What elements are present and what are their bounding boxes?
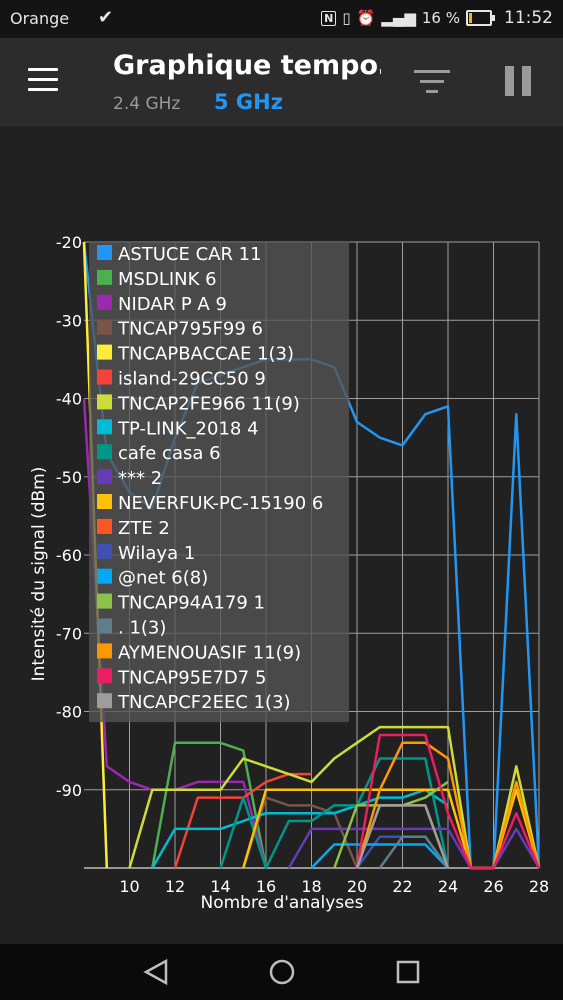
legend-swatch [97, 419, 112, 435]
home-icon[interactable] [268, 958, 296, 986]
menu-icon[interactable] [28, 68, 60, 92]
pause-icon[interactable] [505, 66, 533, 98]
series-line-7 [151, 788, 449, 869]
series-line-17 [355, 733, 541, 870]
legend-swatch [97, 668, 112, 684]
legend-swatch [97, 593, 112, 609]
legend-entry: ASTUCE CAR 11 [118, 244, 262, 265]
legend-swatch [97, 543, 112, 559]
legend-swatch [97, 269, 112, 285]
series-line-1 [151, 741, 268, 869]
x-axis-ticks: 10 12 14 16 18 20 22 24 26 28 [119, 877, 549, 896]
signal-icon: ▂▄▆ [381, 9, 416, 27]
x-axis-label: Nombre d'analyses [201, 893, 364, 913]
series-line-3 [242, 796, 359, 869]
page-title: Graphique tempo… [113, 50, 381, 81]
back-icon[interactable] [142, 958, 170, 986]
legend-entry: NIDAR P A 9 [118, 294, 227, 315]
legend-entry: TNCAPCF2EEC 1(3) [117, 692, 291, 713]
legend-entry: TP-LINK_2018 4 [117, 418, 259, 439]
legend-entry: TNCAP94A179 1 [117, 593, 265, 614]
legend-entry: TNCAPBACCAE 1(3) [117, 344, 294, 365]
signal-time-chart: -20 -30 -40 -50 -60 -70 -80 -90 10 12 14 16 18 20 22 2… [0, 126, 563, 944]
legend-swatch [97, 518, 112, 534]
x-tick-label: 18 [301, 877, 321, 896]
legend-entry: @net 6(8) [118, 568, 208, 589]
chart-svg: -20 -30 -40 -50 -60 -70 -80 -90 10 12 14 16 18 20 22 2… [29, 233, 549, 913]
x-tick-label: 20 [347, 877, 367, 896]
app-bar: Graphique tempo… 2.4 GHz 5 GHz [0, 38, 563, 126]
legend-swatch [97, 245, 112, 260]
y-tick-label: -30 [56, 311, 82, 330]
legend-swatch [97, 344, 112, 360]
legend-swatch [97, 469, 112, 485]
x-tick-label: 28 [529, 877, 549, 896]
legend-swatch [97, 643, 112, 659]
series-line-16 [355, 741, 541, 870]
legend-entry: . 1(3) [118, 618, 166, 639]
y-tick-label: -60 [56, 546, 82, 565]
legend-entry: TNCAP95E7D7 5 [117, 667, 266, 688]
legend-entry: *** 2 [118, 468, 162, 489]
battery-icon [466, 10, 495, 26]
legend-swatch [97, 494, 112, 509]
alarm-icon: ⏰ [356, 9, 376, 27]
y-tick-label: -40 [56, 390, 82, 409]
status-icons: N ▯ ⏰ ▂▄▆ 16 % 11:52 [321, 8, 553, 28]
y-tick-label: -90 [56, 781, 82, 800]
legend-entry: TNCAP795F99 6 [117, 319, 263, 340]
clock: 11:52 [504, 8, 553, 28]
y-tick-label: -70 [56, 624, 82, 643]
x-tick-label: 16 [256, 877, 276, 896]
legend-entry: ZTE 2 [118, 518, 170, 539]
series-line-8 [219, 757, 450, 870]
legend-entry: Wilaya 1 [118, 543, 195, 564]
y-tick-label: -20 [56, 233, 82, 252]
x-tick-label: 22 [392, 877, 412, 896]
tab-2-4-ghz[interactable]: 2.4 GHz [113, 94, 181, 114]
legend-swatch [97, 294, 112, 310]
x-tick-label: 14 [210, 877, 230, 896]
legend-entry: NEVERFUK-PC-15190 6 [118, 493, 323, 514]
legend-entry: island-29CC50 9 [118, 369, 266, 390]
legend-swatch [97, 394, 112, 410]
nfc-icon: N [321, 10, 337, 26]
navigation-bar [0, 944, 563, 1000]
legend-swatch [97, 444, 112, 460]
y-tick-label: -80 [56, 703, 82, 722]
series-line-6 [128, 725, 541, 870]
legend-swatch [97, 568, 112, 584]
y-axis-label: Intensité du signal (dBm) [29, 467, 49, 682]
legend-swatch [97, 618, 112, 634]
x-tick-label: 12 [165, 877, 185, 896]
status-bar: Orange ✔ N ▯ ⏰ ▂▄▆ 16 % 11:52 [0, 0, 563, 38]
legend-swatch [97, 693, 112, 709]
carrier-name: Orange [10, 9, 70, 28]
series-line-15 [378, 835, 450, 869]
series-line-18 [355, 804, 450, 869]
chart-legend: ASTUCE CAR 11 MSDLINK 6 NIDAR P A 9 TNCAP79… [89, 241, 349, 723]
vibrate-icon: ▯ [342, 9, 351, 27]
x-tick-label: 24 [438, 877, 458, 896]
legend-entry: cafe casa 6 [118, 443, 221, 464]
legend-entry: TNCAP2FE966 11(9) [117, 393, 300, 414]
legend-swatch [97, 319, 112, 335]
filter-icon[interactable] [414, 66, 452, 98]
recents-icon[interactable] [394, 958, 422, 986]
tab-5-ghz[interactable]: 5 GHz [214, 90, 283, 114]
legend-background [89, 241, 349, 723]
legend-swatch [97, 369, 112, 385]
y-tick-label: -50 [56, 468, 82, 487]
battery-percent: 16 % [421, 9, 460, 27]
x-tick-label: 10 [119, 877, 139, 896]
x-tick-label: 26 [483, 877, 503, 896]
download-done-icon: ✔ [98, 7, 114, 28]
series-line-13 [310, 843, 449, 869]
legend-entry: AYMENOUASIF 11(9) [118, 642, 301, 663]
y-axis-ticks: -20 -30 -40 -50 -60 -70 -80 -90 [56, 233, 82, 800]
legend-entry: MSDLINK 6 [118, 269, 217, 290]
